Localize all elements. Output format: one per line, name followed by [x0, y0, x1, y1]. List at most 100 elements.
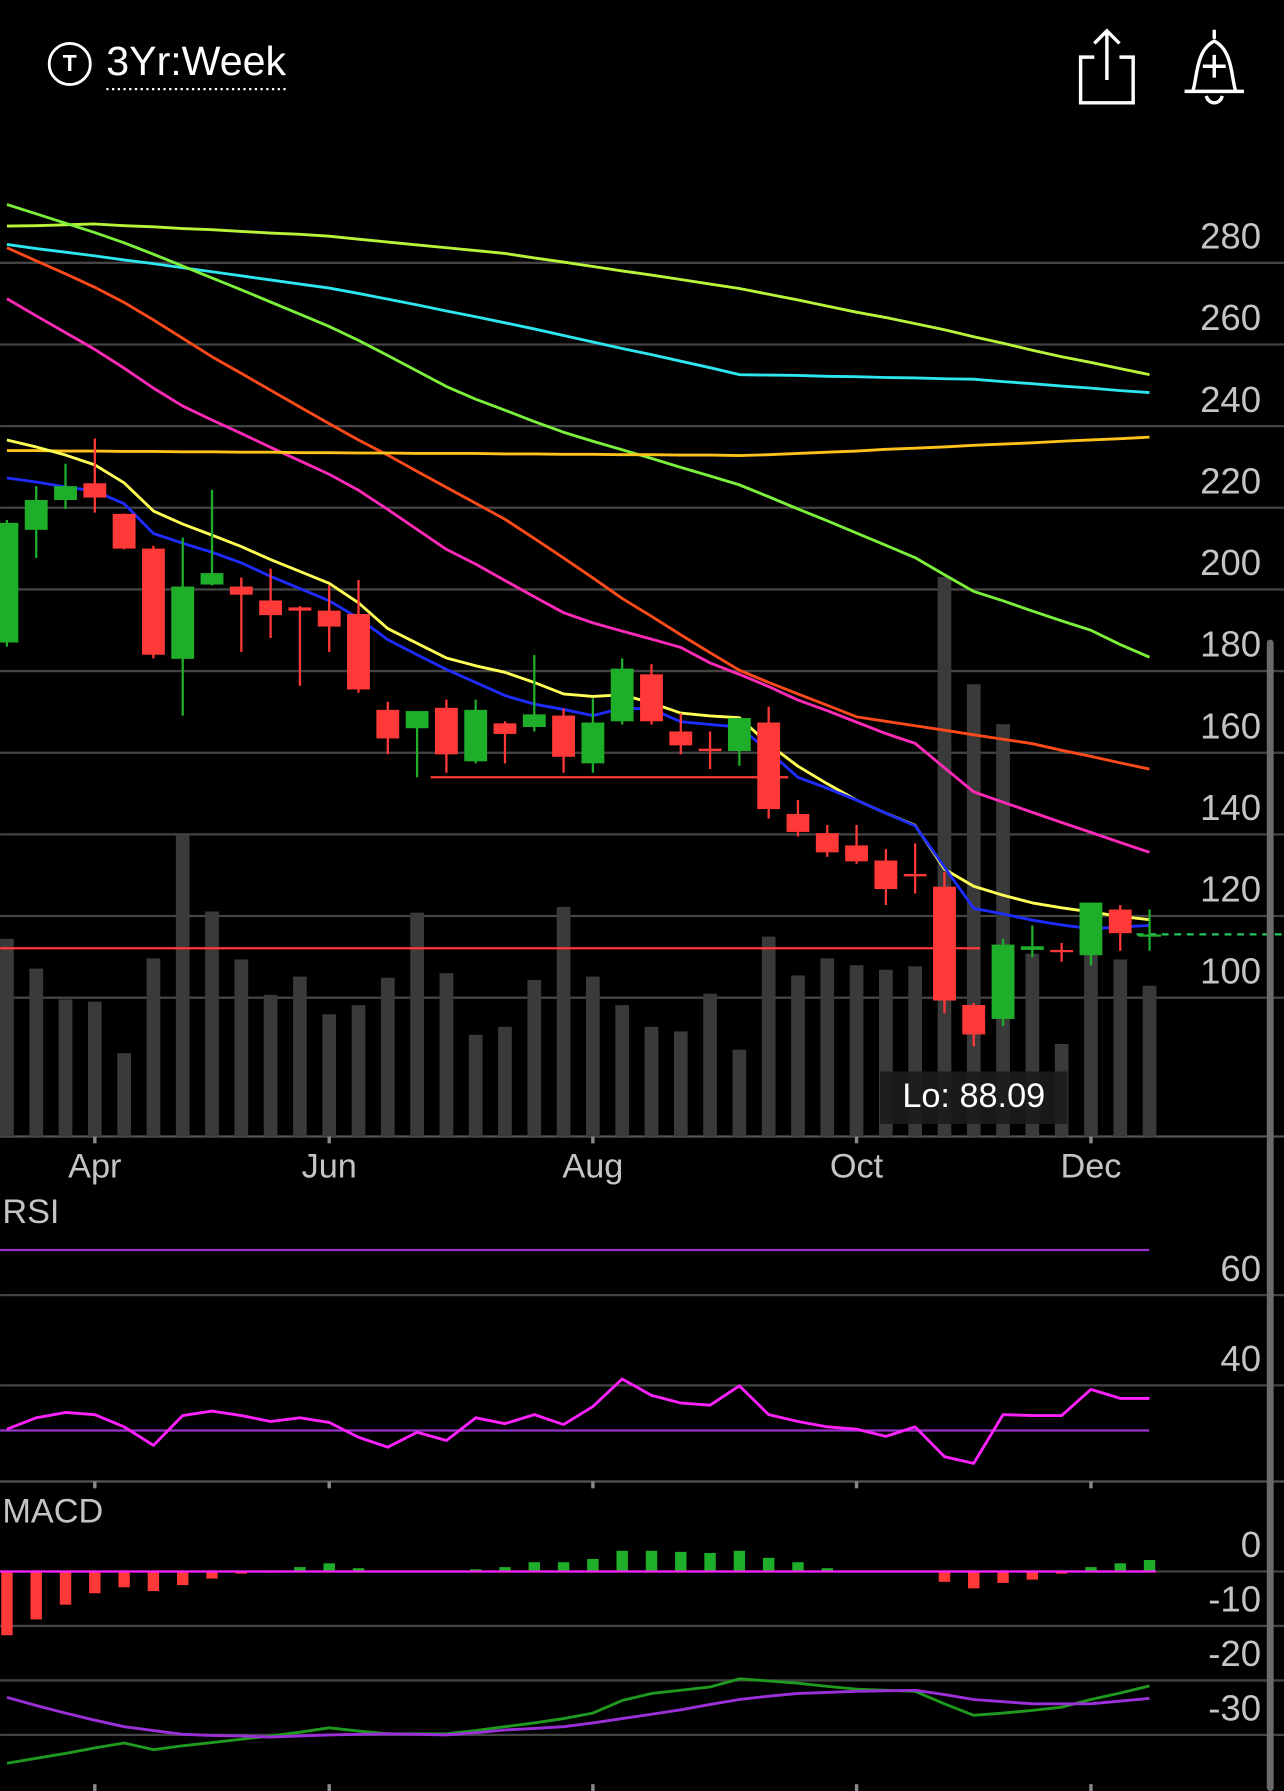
candle-body	[786, 813, 810, 832]
candle-body	[405, 711, 429, 729]
y-tick-label: 160	[1200, 705, 1261, 746]
macd-histogram-bar	[792, 1562, 804, 1572]
candle-body	[347, 613, 370, 690]
volume-bar	[556, 906, 571, 1137]
macd-line	[6, 1688, 1150, 1739]
macd-histogram-bar	[616, 1550, 628, 1572]
volume-bar	[175, 834, 190, 1137]
volume-bar	[293, 976, 307, 1137]
candle-body	[1020, 946, 1044, 950]
timeframe-icon	[47, 41, 92, 86]
candle-body	[962, 1005, 986, 1035]
volume-bar	[586, 976, 600, 1137]
y-tick-label: 180	[1200, 624, 1261, 665]
volume-bar	[673, 1031, 688, 1137]
share-button[interactable]	[1078, 28, 1135, 105]
macd-histogram-bar	[1, 1571, 13, 1636]
candle-body	[200, 573, 224, 585]
candle-body	[845, 845, 868, 862]
volume-bar	[732, 1049, 747, 1137]
y-tick-label: 40	[1220, 1338, 1261, 1379]
candle-body	[141, 548, 165, 655]
y-tick-label: 120	[1200, 869, 1261, 910]
volume-bar	[761, 936, 776, 1137]
candle-body	[24, 500, 48, 530]
candle-body	[1108, 909, 1132, 934]
macd-histogram-bar	[323, 1563, 335, 1572]
candle-body	[757, 722, 781, 810]
candle-body	[434, 707, 458, 755]
candle-body	[874, 860, 898, 890]
moving-average	[6, 297, 1150, 854]
macd-histogram-bar	[997, 1571, 1009, 1583]
candle-body	[229, 586, 253, 595]
candle-body	[112, 513, 136, 549]
moving-average	[6, 222, 1150, 377]
macd-histogram-bar	[352, 1568, 365, 1572]
volume-bar	[29, 968, 44, 1137]
timeframe-icon-letter: T	[63, 50, 77, 76]
volume-bar	[234, 959, 249, 1137]
candle-body	[933, 886, 956, 1001]
macd-histogram-bar	[147, 1571, 160, 1592]
macd-histogram-bar	[821, 1568, 833, 1572]
x-tick-label: Apr	[68, 1148, 121, 1186]
volume-bar	[87, 1001, 102, 1137]
bell-icon	[1184, 29, 1244, 105]
macd-histogram-bar	[89, 1571, 101, 1594]
volume-bar	[468, 1034, 483, 1137]
volume-bar	[1084, 948, 1098, 1137]
macd-histogram-bar	[938, 1571, 951, 1582]
x-tick-label: Dec	[1060, 1148, 1121, 1186]
volume-bar	[703, 993, 717, 1137]
candle-body	[464, 709, 488, 762]
y-tick-label: 240	[1200, 379, 1261, 420]
volume-bar	[146, 958, 161, 1137]
macd-histogram-bar	[177, 1571, 189, 1586]
y-tick-label: 100	[1200, 950, 1261, 991]
y-tick-label: 220	[1200, 460, 1261, 501]
low-label: Lo: 88.09	[902, 1077, 1045, 1115]
macd-histogram-bar	[762, 1557, 775, 1572]
volume-bar	[263, 994, 278, 1137]
candle-body	[522, 714, 546, 728]
moving-average	[6, 435, 1150, 457]
macd-histogram-bar	[1026, 1571, 1039, 1580]
macd-histogram-bar	[675, 1551, 687, 1572]
rsi-line	[6, 1377, 1150, 1465]
macd-title: MACD	[2, 1492, 103, 1530]
scrollbar[interactable]	[1266, 639, 1274, 1791]
volume-bar	[410, 912, 424, 1137]
moving-average	[6, 438, 1150, 922]
x-tick-label: Aug	[562, 1148, 623, 1186]
macd-histogram-bar	[587, 1558, 599, 1572]
macd-histogram-bar	[733, 1550, 746, 1572]
timeframe-label: 3Yr:Week	[106, 38, 286, 84]
candle-body	[581, 722, 605, 764]
candle-body	[288, 607, 312, 611]
candle-body	[1050, 949, 1074, 953]
candle-body	[171, 586, 195, 659]
macd-histogram-bar	[968, 1571, 980, 1589]
volume-bar	[1113, 959, 1128, 1137]
timeframe-button[interactable]: T 3Yr:Week	[47, 38, 287, 91]
volume-bar	[644, 1026, 659, 1137]
share-box	[1078, 55, 1135, 105]
candle-body	[610, 668, 634, 722]
volume-bar	[791, 975, 805, 1137]
macd-histogram-bar	[206, 1571, 218, 1579]
y-tick-label: 60	[1220, 1248, 1261, 1289]
candle-body	[669, 731, 693, 746]
volume-bar	[498, 1026, 512, 1137]
y-tick-label: -10	[1208, 1579, 1261, 1620]
volume-bar	[849, 965, 864, 1137]
alert-button[interactable]	[1184, 29, 1244, 105]
macd-histogram-bar	[1143, 1560, 1156, 1572]
candle-body	[493, 723, 517, 734]
volume-bar	[937, 576, 952, 1137]
macd-histogram-bar	[1114, 1563, 1126, 1572]
volume-bar	[1142, 985, 1157, 1137]
macd-histogram-bar	[499, 1567, 511, 1572]
x-tick-label: Oct	[830, 1148, 884, 1186]
